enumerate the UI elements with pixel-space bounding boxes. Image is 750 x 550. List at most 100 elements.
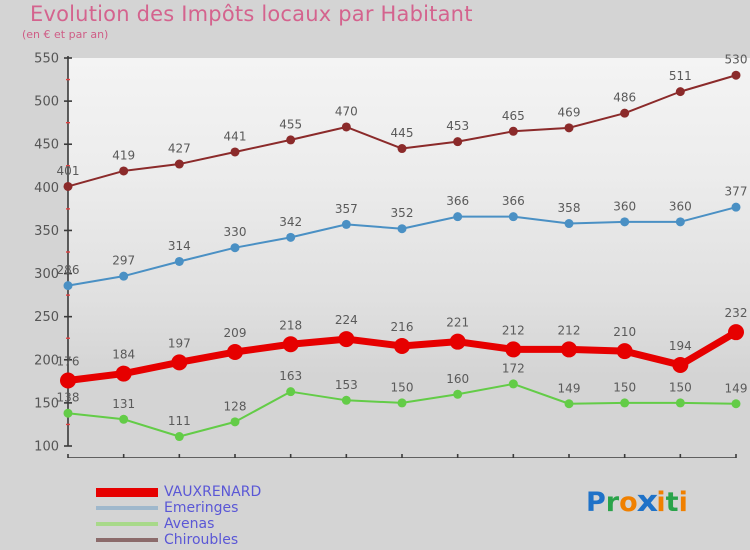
data-point-label: 149 [558, 381, 581, 395]
series-avenas: 138 131 111 128 163 153 150 160 172 149 150 150 149 [57, 361, 747, 442]
data-point [449, 333, 466, 350]
data-point-label: 530 [725, 53, 748, 67]
logo-letter: x [636, 484, 658, 518]
data-point-label: 184 [112, 348, 135, 362]
data-point [397, 224, 407, 234]
logo-letter: t [665, 487, 679, 518]
data-point-label: 194 [669, 339, 692, 353]
legend-label: VAUXRENARD [164, 484, 262, 500]
data-point [119, 414, 129, 424]
data-point-label: 441 [224, 129, 247, 143]
data-point-label: 297 [112, 254, 135, 268]
data-point [230, 243, 240, 253]
data-point-label: 212 [502, 323, 525, 337]
data-point-label: 210 [613, 325, 636, 339]
y-axis-tick-label: 100 [34, 440, 59, 455]
data-point-label: 153 [335, 378, 358, 392]
data-point [397, 398, 407, 408]
legend-item-emeringes[interactable]: Emeringes [96, 500, 416, 516]
series-vauxrenard: 176 184 197 209 218 224 216 221 212 212 210 194 232 [57, 306, 748, 389]
y-axis-tick-label: 450 [34, 138, 59, 153]
data-point [171, 354, 188, 371]
data-point [675, 87, 685, 97]
data-point [174, 159, 184, 169]
data-point [508, 379, 518, 389]
data-point-label: 486 [613, 91, 636, 105]
logo-letter: i [656, 487, 666, 518]
data-point [119, 166, 129, 176]
logo-letter: i [678, 487, 688, 518]
logo-letter: o [619, 487, 638, 518]
data-point [731, 202, 741, 212]
legend-swatch [96, 522, 158, 526]
data-point-label: 197 [168, 336, 191, 350]
data-point [564, 219, 574, 229]
data-point [453, 212, 463, 222]
data-point-label: 314 [168, 239, 191, 253]
data-point-label: 131 [112, 397, 135, 411]
data-point-label: 470 [335, 104, 358, 118]
page-title: Evolution des Impôts locaux par Habitant [30, 2, 473, 26]
data-point [227, 344, 243, 361]
data-point [286, 387, 296, 397]
data-point [394, 337, 410, 354]
data-point [564, 399, 574, 409]
data-point [675, 217, 685, 227]
data-point-label: 358 [558, 201, 581, 215]
data-point-label: 357 [335, 202, 358, 216]
data-point-label: 172 [502, 361, 525, 375]
data-point [620, 398, 630, 408]
data-point-label: 216 [391, 320, 414, 334]
data-point [397, 144, 407, 154]
data-point [620, 108, 630, 118]
series-chiroubles: 401 419 427 441 455 470 445 453 465 469 486 511 530 [57, 53, 748, 191]
data-point-label: 455 [279, 117, 302, 131]
data-point-label: 366 [446, 194, 469, 208]
data-point [282, 336, 299, 353]
data-point-label: 138 [57, 391, 80, 405]
series-emeringes: 286 297 314 330 342 357 352 366 366 358 360 360 377 [57, 185, 747, 291]
data-point [508, 126, 518, 136]
data-point [341, 219, 351, 229]
data-point-label: 360 [669, 199, 692, 213]
data-point-label: 128 [224, 399, 247, 413]
data-point-label: 111 [168, 414, 191, 428]
legend-swatch [96, 506, 158, 510]
data-point-label: 150 [669, 380, 692, 394]
legend-item-avenas[interactable]: Avenas [96, 516, 416, 532]
legend-label: Chiroubles [164, 532, 239, 548]
data-point-label: 232 [725, 306, 748, 320]
data-point-label: 209 [224, 326, 247, 340]
chart-legend: VAUXRENARD Emeringes Avenas Chiroubles [96, 484, 416, 548]
data-point [338, 331, 355, 348]
data-point [731, 399, 741, 409]
proxiti-logo: Proxiti [586, 484, 688, 518]
data-point [505, 341, 522, 358]
data-point [341, 122, 351, 132]
data-point-label: 427 [168, 142, 191, 156]
data-point [731, 70, 741, 80]
plot-area: 1001502002503003504004505005502000200120… [0, 48, 750, 458]
data-point [564, 123, 574, 133]
legend-item-vauxrenard[interactable]: VAUXRENARD [96, 484, 416, 500]
data-point-label: 163 [279, 369, 302, 383]
data-point [616, 343, 633, 360]
data-point [63, 181, 73, 191]
data-point-label: 224 [335, 313, 358, 327]
legend-item-chiroubles[interactable]: Chiroubles [96, 532, 416, 548]
data-point [174, 432, 184, 442]
page-subtitle: (en € et par an) [22, 28, 109, 41]
data-point [63, 281, 73, 291]
data-point-label: 212 [558, 323, 581, 337]
data-point [63, 408, 73, 418]
data-point-label: 465 [502, 109, 525, 123]
data-point [60, 372, 76, 389]
data-point-label: 342 [279, 215, 302, 229]
y-axis-tick-label: 250 [34, 310, 59, 325]
data-point [672, 356, 689, 373]
data-point-label: 221 [446, 316, 469, 330]
line-chart: 1001502002503003504004505005502000200120… [34, 52, 748, 458]
data-point-label: 352 [391, 206, 414, 220]
data-point-label: 218 [279, 318, 302, 332]
